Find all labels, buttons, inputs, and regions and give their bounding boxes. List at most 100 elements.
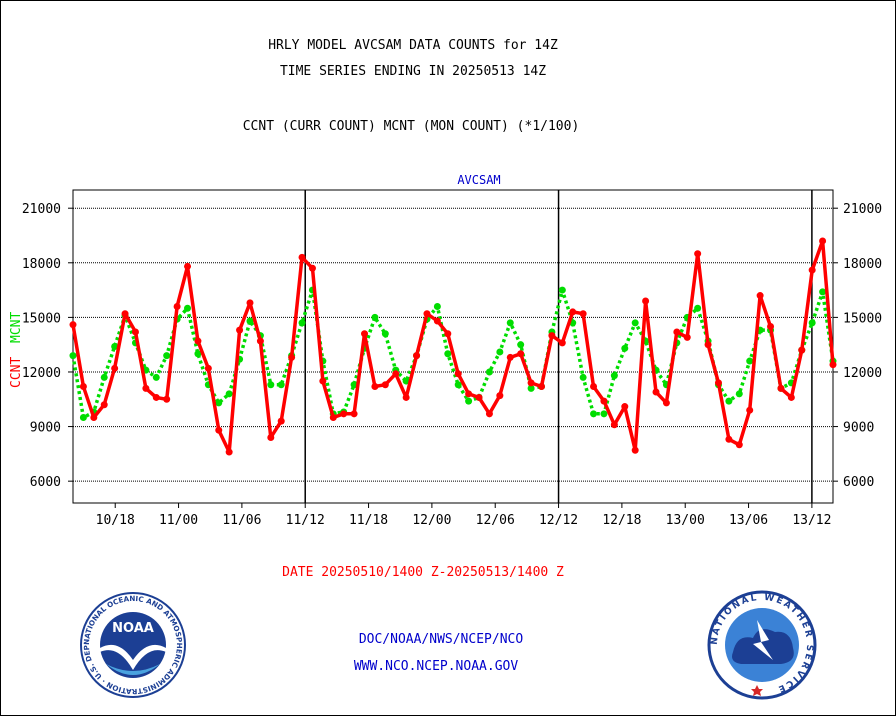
x-tick-label: 13/12 — [792, 513, 831, 528]
data-point-mcnt — [298, 319, 306, 327]
data-point-ccnt — [746, 406, 754, 414]
data-point-ccnt — [173, 302, 181, 310]
data-point-mcnt — [100, 373, 108, 381]
data-point-ccnt — [329, 413, 337, 421]
data-point-mcnt — [381, 330, 389, 338]
data-point-ccnt — [319, 377, 327, 385]
data-point-mcnt — [694, 304, 702, 312]
data-point-mcnt — [215, 399, 223, 407]
data-point-ccnt — [402, 393, 410, 401]
data-point-ccnt — [465, 390, 473, 398]
data-point-ccnt — [392, 370, 400, 378]
data-point-mcnt — [246, 317, 254, 325]
data-point-ccnt — [537, 383, 545, 391]
x-tick-label: 11/18 — [349, 513, 388, 528]
data-point-mcnt — [579, 373, 587, 381]
data-point-ccnt — [90, 413, 98, 421]
data-point-ccnt — [308, 264, 316, 272]
y-tick-label-left: 21000 — [22, 202, 61, 217]
series-line-ccnt — [71, 239, 835, 454]
data-point-mcnt — [621, 344, 629, 352]
data-point-ccnt — [381, 381, 389, 389]
data-point-ccnt — [548, 332, 556, 340]
data-point-mcnt — [454, 381, 462, 389]
x-tick-label: 12/12 — [539, 513, 578, 528]
data-point-mcnt — [558, 286, 566, 294]
data-point-mcnt — [465, 397, 473, 405]
data-point-mcnt — [194, 350, 202, 358]
noaa-logo: NATIONAL OCEANIC AND ATMOSPHERIC ADMINIS… — [78, 590, 186, 698]
data-point-mcnt — [819, 288, 827, 296]
y-tick-label-right: 15000 — [843, 311, 882, 326]
data-point-ccnt — [527, 379, 535, 387]
org-link[interactable]: DOC/NOAA/NWS/NCEP/NCO — [358, 632, 524, 647]
x-tick-label: 13/06 — [729, 513, 768, 528]
data-point-mcnt — [725, 397, 733, 405]
data-point-ccnt — [673, 328, 681, 336]
data-point-ccnt — [808, 266, 816, 274]
data-point-ccnt — [444, 330, 452, 338]
data-point-mcnt — [79, 413, 87, 421]
y-tick-label-left: 15000 — [22, 311, 61, 326]
data-point-ccnt — [340, 410, 348, 418]
data-point-mcnt — [277, 381, 285, 389]
data-point-ccnt — [121, 310, 129, 318]
data-point-ccnt — [236, 326, 244, 334]
data-point-ccnt — [454, 370, 462, 378]
data-point-ccnt — [787, 393, 795, 401]
data-point-ccnt — [829, 361, 837, 369]
data-point-ccnt — [111, 364, 119, 372]
data-point-mcnt — [444, 350, 452, 358]
y-tick-label-left: 18000 — [22, 257, 61, 272]
data-point-ccnt — [131, 328, 139, 336]
x-tick-label: 12/00 — [412, 513, 451, 528]
data-point-ccnt — [485, 410, 493, 418]
data-point-mcnt — [517, 341, 525, 349]
data-point-ccnt — [590, 383, 598, 391]
data-point-ccnt — [642, 297, 650, 305]
x-tick-label: 12/18 — [602, 513, 641, 528]
data-point-ccnt — [777, 384, 785, 392]
data-point-ccnt — [413, 352, 421, 360]
y-tick-label-right: 21000 — [843, 202, 882, 217]
data-point-ccnt — [267, 433, 275, 441]
data-point-ccnt — [423, 310, 431, 318]
chart-title-line2: TIME SERIES ENDING IN 20250513 14Z — [279, 64, 547, 79]
data-point-ccnt — [215, 426, 223, 434]
data-point-ccnt — [621, 403, 629, 411]
data-point-ccnt — [652, 388, 660, 396]
data-point-ccnt — [246, 299, 254, 307]
data-point-ccnt — [558, 339, 566, 347]
website-link[interactable]: WWW.NCO.NCEP.NOAA.GOV — [353, 659, 519, 674]
data-point-mcnt — [163, 352, 171, 360]
data-point-mcnt — [610, 372, 618, 380]
date-range-label: DATE 20250510/1400 Z-20250513/1400 Z — [282, 565, 564, 580]
data-point-mcnt — [184, 304, 192, 312]
chart-title-line1: HRLY MODEL AVCSAM DATA COUNTS for 14Z — [268, 38, 558, 53]
y-tick-label-right: 9000 — [843, 421, 874, 436]
y-axis-label-mcnt: MCNT — [9, 312, 24, 343]
data-point-ccnt — [767, 322, 775, 330]
y-tick-label-right: 6000 — [843, 475, 874, 490]
data-point-mcnt — [433, 302, 441, 310]
data-point-ccnt — [350, 410, 358, 418]
series-line-mcnt — [71, 288, 835, 420]
x-tick-label: 10/18 — [96, 513, 135, 528]
data-point-ccnt — [371, 383, 379, 391]
y-tick-label-right: 18000 — [843, 257, 882, 272]
y-tick-label-left: 6000 — [30, 475, 61, 490]
data-point-mcnt — [111, 343, 119, 350]
data-point-mcnt — [808, 319, 816, 327]
x-tick-label: 11/00 — [159, 513, 198, 528]
data-point-ccnt — [506, 353, 514, 361]
data-point-ccnt — [694, 250, 702, 258]
data-point-mcnt — [267, 381, 275, 389]
x-tick-label: 13/00 — [666, 513, 705, 528]
data-point-ccnt — [225, 448, 233, 456]
data-point-ccnt — [756, 292, 764, 300]
data-point-ccnt — [475, 393, 483, 401]
data-point-ccnt — [798, 346, 806, 354]
data-point-mcnt — [485, 368, 493, 376]
data-point-mcnt — [600, 410, 608, 418]
